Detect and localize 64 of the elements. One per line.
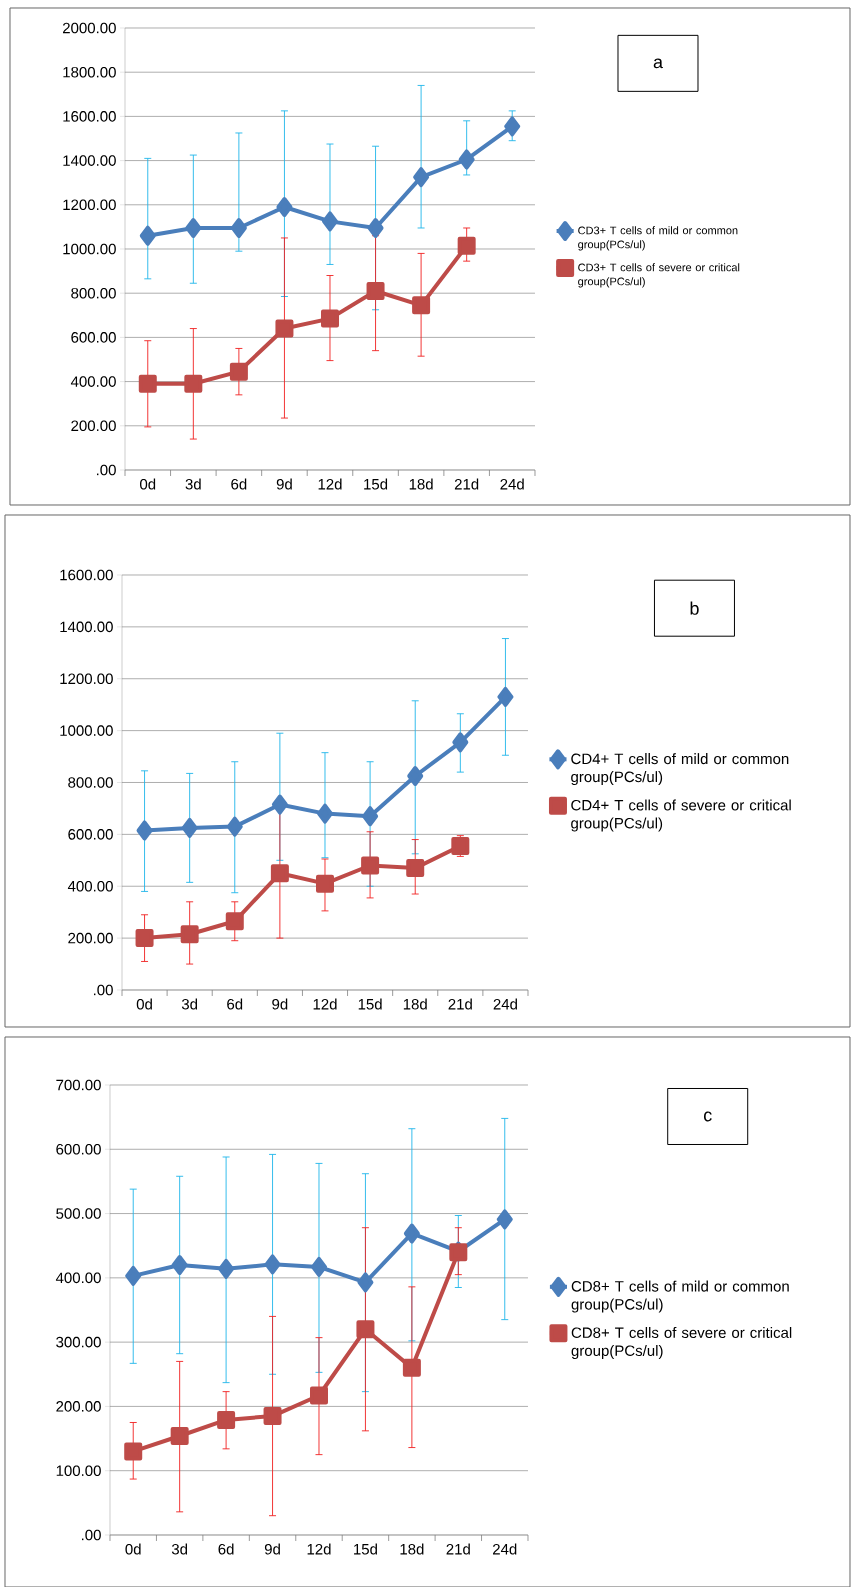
x-tick-label: 24d: [493, 1543, 517, 1555]
y-tick-label: 600.00: [56, 1143, 101, 1155]
x-tick-label: 18d: [400, 1543, 424, 1555]
y-tick-label: 1000.00: [60, 725, 113, 736]
text: a: [653, 58, 663, 69]
y-tick-label: 800.00: [71, 287, 116, 299]
x-tick-label: 24d: [493, 998, 517, 1010]
y-tick-label: 600.00: [68, 829, 113, 840]
y-tick-label: 400.00: [55, 1272, 101, 1284]
x-tick-label: 24d: [500, 478, 524, 490]
y-tick-label: .00: [93, 984, 113, 996]
y-tick-label: 200.00: [56, 1401, 101, 1412]
x-tick-label: 9d: [276, 478, 292, 490]
y-tick-label: 1600.00: [63, 111, 116, 122]
y-tick-label: 1000.00: [63, 243, 116, 255]
x-tick-label: 18d: [409, 478, 433, 490]
x-tick-label: 12d: [313, 998, 337, 1010]
legend-label: CD3+ T cells of severe or critical group(PCs/ul): [578, 263, 740, 288]
legend-label: CD4+ T cells of mild or common group(PCs/ul): [571, 753, 789, 786]
y-tick-label: 2000.00: [63, 22, 116, 34]
x-tick-label: 0d: [136, 998, 152, 1010]
legend-label: CD8+ T cells of mild or common group(PCs/ul): [571, 1280, 789, 1313]
y-tick-label: 1200.00: [63, 199, 116, 211]
y-tick-label: 700.00: [56, 1079, 101, 1091]
x-tick-label: 15d: [358, 998, 382, 1010]
x-tick-label: 12d: [307, 1543, 331, 1555]
y-tick-label: 1800.00: [63, 66, 116, 78]
y-tick-label: 400.00: [70, 376, 116, 387]
x-tick-label: 9d: [264, 1543, 280, 1555]
legend-label: CD3+ T cells of mild or common group(PCs/ul): [578, 226, 738, 251]
x-tick-label: 6d: [218, 1543, 234, 1555]
x-tick-label: 15d: [354, 1543, 377, 1555]
x-tick-label: 0d: [125, 1543, 141, 1555]
y-tick-label: 500.00: [56, 1208, 101, 1219]
legend-label: CD4+ T cells of severe or critical group(PCs/ul): [571, 799, 791, 832]
x-tick-label: 3d: [181, 998, 198, 1010]
y-tick-label: 1400.00: [63, 155, 116, 166]
y-tick-label: 1200.00: [60, 673, 113, 685]
y-tick-label: 200.00: [71, 420, 116, 432]
x-tick-label: 3d: [185, 478, 201, 490]
text: b: [690, 601, 699, 615]
legend-label: CD8+ T cells of severe or critical group(PCs/ul): [571, 1326, 792, 1359]
y-tick-label: 1400.00: [60, 621, 113, 633]
x-tick-label: 12d: [318, 478, 342, 490]
y-tick-label: .00: [96, 464, 116, 476]
x-tick-label: 9d: [272, 998, 288, 1010]
x-tick-label: 21d: [454, 478, 479, 490]
x-tick-label: 18d: [403, 998, 427, 1010]
x-tick-label: 15d: [364, 478, 388, 490]
y-tick-label: 600.00: [71, 332, 116, 343]
y-tick-label: 300.00: [56, 1336, 101, 1348]
y-tick-label: 1600.00: [60, 569, 113, 581]
y-tick-label: 800.00: [68, 777, 113, 788]
y-tick-label: 400.00: [67, 880, 113, 892]
text: c: [703, 1111, 712, 1122]
x-tick-label: 21d: [446, 1543, 470, 1555]
x-tick-label: 6d: [231, 478, 247, 490]
x-tick-label: 0d: [140, 478, 156, 490]
y-tick-label: .00: [81, 1529, 101, 1541]
x-tick-label: 3d: [171, 1543, 188, 1555]
x-tick-label: 6d: [227, 998, 243, 1010]
x-tick-label: 21d: [448, 998, 472, 1010]
y-tick-label: 200.00: [68, 932, 113, 944]
y-tick-label: 100.00: [56, 1465, 101, 1477]
